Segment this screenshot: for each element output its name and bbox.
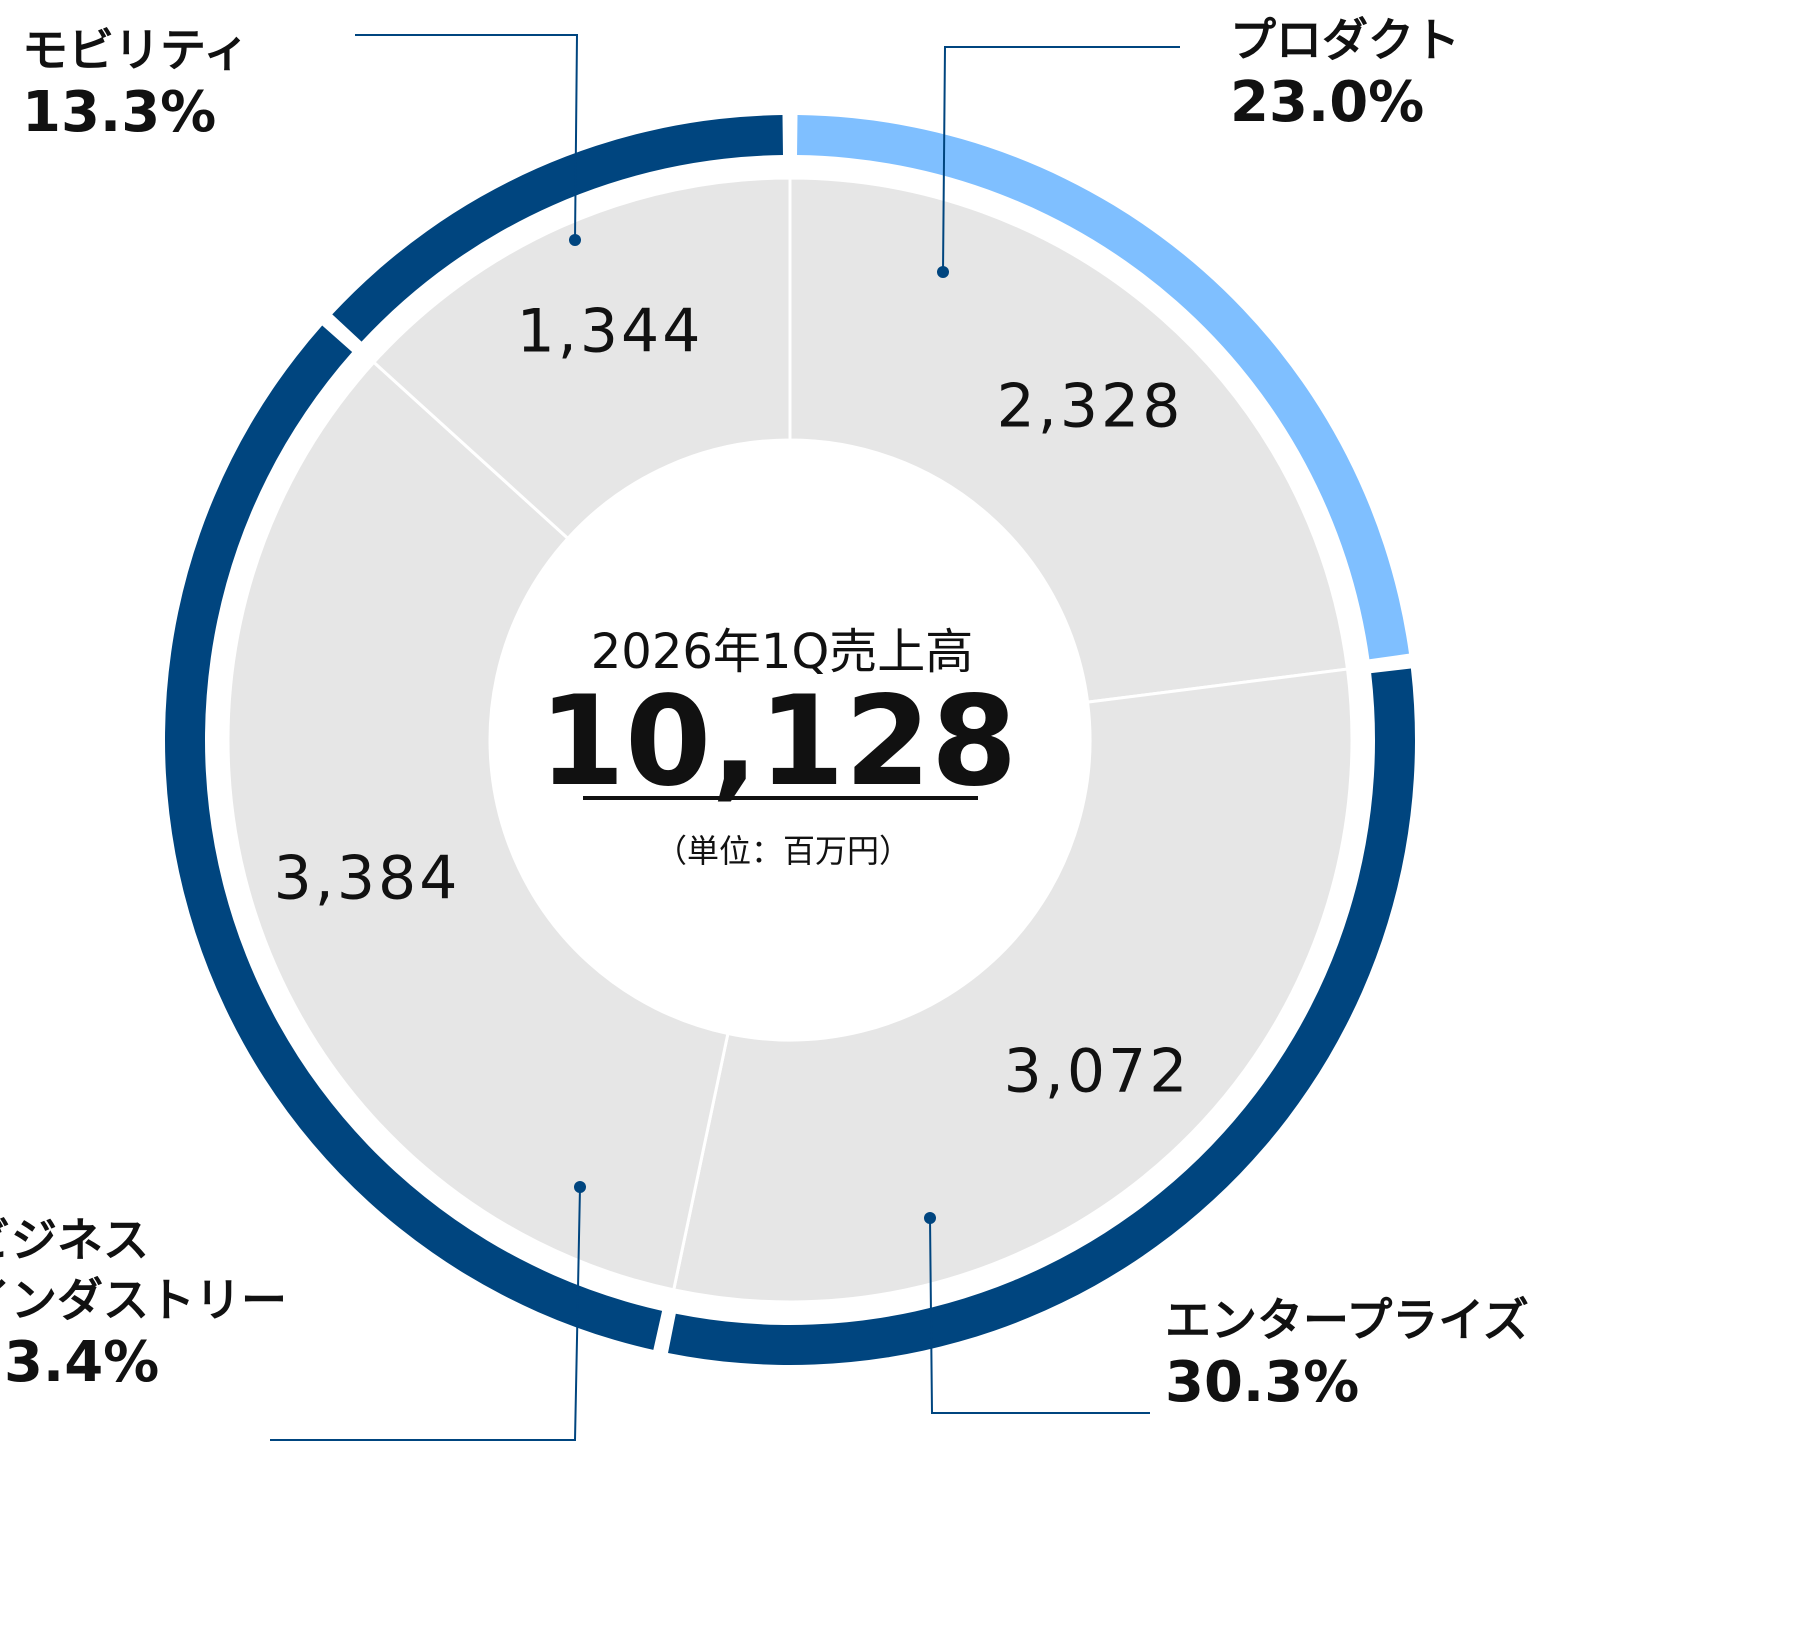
segment bbox=[788, 176, 1350, 704]
leader bbox=[942, 46, 1180, 273]
segment-share: 23.0% bbox=[1230, 70, 1425, 135]
leader-dot bbox=[924, 1212, 936, 1224]
leader-dot bbox=[937, 266, 949, 278]
segment-name: モビリティ bbox=[22, 23, 250, 77]
segment-share: 30.3% bbox=[1165, 1350, 1360, 1415]
segment-label: ビジネス インダストリー33.4% bbox=[0, 1210, 287, 1396]
segment bbox=[226, 360, 730, 1292]
segment-share: 33.4% bbox=[0, 1330, 160, 1395]
segment-name: エンタープライズ bbox=[1165, 1293, 1529, 1347]
leader bbox=[929, 1217, 1150, 1414]
leader bbox=[355, 34, 579, 241]
segment bbox=[671, 667, 1354, 1304]
value-label: 3,384 bbox=[274, 844, 461, 914]
center-hole bbox=[492, 442, 1088, 1038]
leader bbox=[270, 1186, 581, 1441]
share-arc bbox=[797, 115, 1410, 660]
leader-dot bbox=[569, 234, 581, 246]
segment-name: プロダクト bbox=[1230, 13, 1460, 67]
segment-label: プロダクト 23.0% bbox=[1230, 10, 1460, 136]
total: 10,128 bbox=[539, 670, 1018, 814]
share-arc bbox=[165, 325, 663, 1350]
share-arc bbox=[332, 115, 783, 342]
segment-share: 13.3% bbox=[22, 80, 217, 145]
unit-note: （単位：百万円） bbox=[655, 832, 911, 870]
value-label: 3,072 bbox=[1004, 1037, 1191, 1107]
leaders bbox=[270, 34, 1180, 1441]
value-label: 2,328 bbox=[997, 372, 1184, 442]
chart-title: 2026年1Q売上高 bbox=[591, 624, 973, 680]
segment-label: エンタープライズ 30.3% bbox=[1165, 1290, 1529, 1416]
segment bbox=[371, 176, 792, 541]
segment-label: モビリティ 13.3% bbox=[22, 20, 249, 146]
leader-dot bbox=[574, 1181, 586, 1193]
segment-name: ビジネス インダストリー bbox=[0, 1213, 287, 1327]
value-label: 1,344 bbox=[517, 297, 704, 367]
